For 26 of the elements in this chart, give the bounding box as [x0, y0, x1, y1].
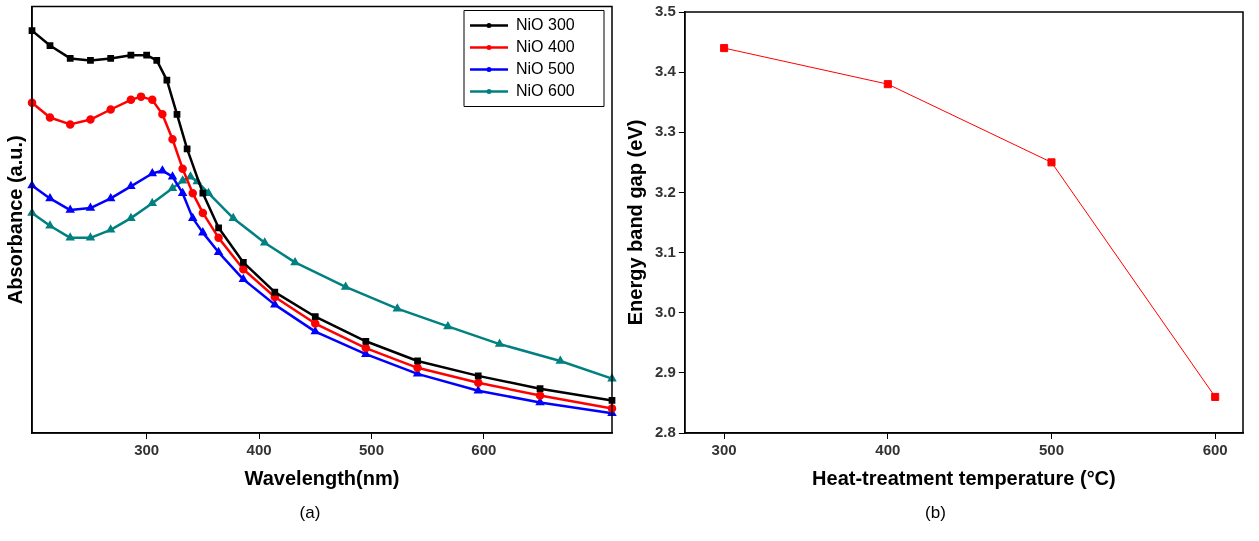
legend-label: NiO 500: [516, 59, 575, 77]
x-tick-label: 300: [134, 441, 160, 459]
x-tick-label: 300: [711, 441, 737, 459]
y-tick-label: 3.2: [654, 182, 676, 200]
x-axis-title: Wavelength(nm): [244, 466, 400, 489]
y-tick-label: 3.4: [654, 62, 677, 80]
y-tick-label: 3.5: [654, 2, 676, 20]
y-tick-label: 3.1: [654, 242, 676, 260]
x-tick-label: 600: [471, 441, 497, 459]
y-tick-label: 3.0: [654, 302, 676, 320]
x-tick-label: 600: [1202, 441, 1228, 459]
y-axis-title: Absorbance (a.u.): [3, 135, 26, 305]
y-axis-title: Energy band gap (eV): [623, 119, 646, 326]
legend-label: NiO 300: [516, 15, 575, 33]
x-tick-label: 400: [246, 441, 272, 459]
text: (a): [299, 503, 321, 523]
x-tick-label: 500: [358, 441, 384, 459]
x-tick-label: 500: [1038, 441, 1065, 459]
y-tick-label: 2.8: [654, 423, 676, 441]
y-tick-label: 2.9: [654, 363, 676, 380]
legend-label: NiO 600: [516, 81, 575, 99]
y-tick-label: 3.3: [654, 122, 676, 140]
legend-label: NiO 400: [516, 37, 575, 55]
x-tick-label: 400: [875, 441, 901, 459]
text: (b): [925, 503, 946, 523]
x-axis-title: Heat-treatment temperature (°C): [812, 466, 1116, 489]
